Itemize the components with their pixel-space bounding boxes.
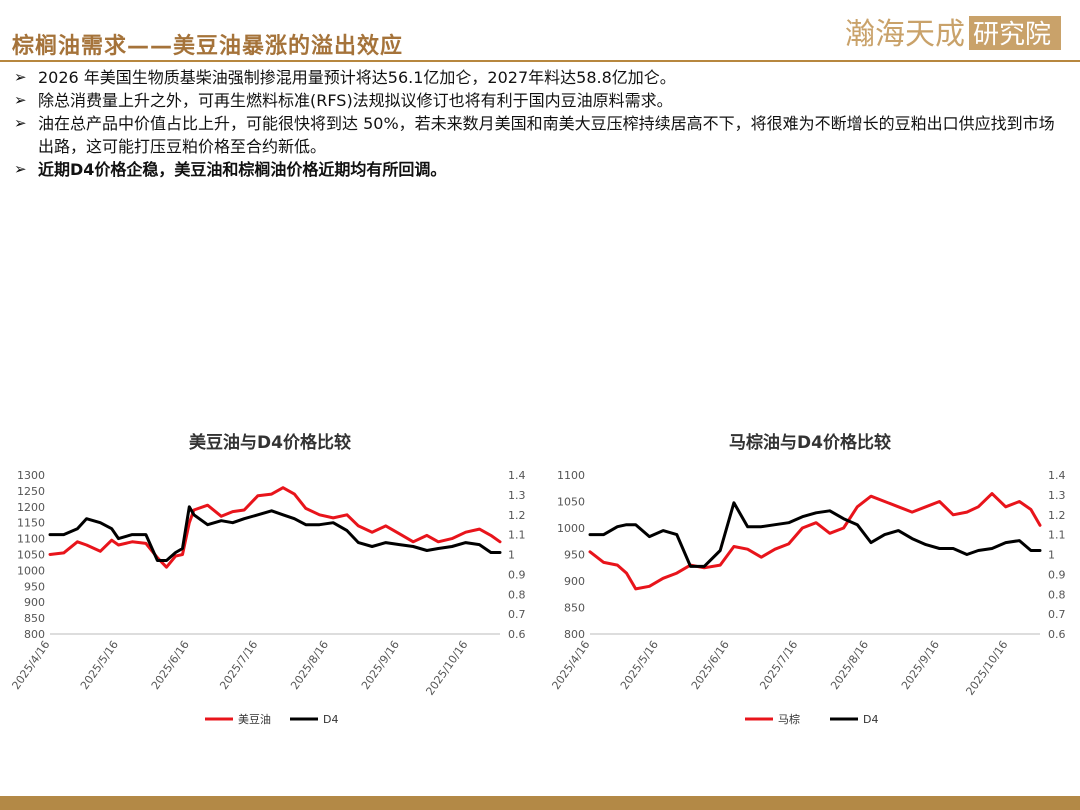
x-tick-label: 2025/7/16 [217, 638, 260, 692]
bullet-text: 除总消费量上升之外，可再生燃料标准(RFS)法规拟议修订也将有利于国内豆油原料需… [38, 91, 673, 110]
y-right-tick-label: 0.8 [1048, 588, 1066, 601]
y-left-tick-label: 1050 [17, 549, 45, 562]
x-tick-label: 2025/4/16 [9, 638, 52, 692]
series-line-d4 [588, 501, 1042, 568]
bullet-item: ➢ 油在总产品中价值占比上升，可能很快将到达 50%，若未来数月美国和南美大豆压… [14, 112, 1064, 158]
soyoil-d4-chart: 美豆油与D4价格比较800850900950100010501100115012… [9, 432, 526, 726]
y-left-tick-label: 900 [24, 596, 45, 609]
bullet-item: ➢ 除总消费量上升之外，可再生燃料标准(RFS)法规拟议修订也将有利于国内豆油原… [14, 89, 1064, 112]
bullet-item: ➢ 2026 年美国生物质基柴油强制掺混用量预计将达56.1亿加仑，2027年料… [14, 66, 1064, 89]
y-left-tick-label: 800 [24, 628, 45, 641]
svg-text:研究院: 研究院 [973, 20, 1051, 50]
legend-label: D4 [863, 713, 878, 726]
chart-title: 马棕油与D4价格比较 [729, 432, 891, 453]
x-tick-label: 2025/4/16 [549, 638, 592, 692]
x-tick-label: 2025/8/16 [288, 638, 331, 692]
y-right-tick-label: 1.3 [508, 489, 526, 502]
y-left-tick-label: 1100 [557, 469, 585, 482]
footer-bar [0, 796, 1080, 810]
y-right-tick-label: 1.2 [508, 509, 526, 522]
x-tick-label: 2025/10/16 [963, 638, 1010, 697]
y-right-tick-label: 1.2 [1048, 509, 1066, 522]
y-left-tick-label: 950 [24, 580, 45, 593]
y-left-tick-label: 1050 [557, 496, 585, 509]
y-left-tick-label: 950 [564, 549, 585, 562]
x-tick-label: 2025/9/16 [359, 638, 402, 692]
palmoil-d4-chart: 马棕油与D4价格比较 800 850 900 950 1000 1050 1100 0.6 0.7… [549, 432, 1066, 726]
x-tick-label: 2025/6/16 [689, 638, 732, 692]
y-right-tick-label: 1.1 [1048, 529, 1066, 542]
y-left-tick-label: 1000 [557, 522, 585, 535]
y-left-tick-label: 1250 [17, 485, 45, 498]
y-left-tick-label: 900 [564, 575, 585, 588]
brand-logo: 瀚海天成 研究院 [845, 16, 1061, 52]
bullet-text: 2026 年美国生物质基柴油强制掺混用量预计将达56.1亿加仑，2027年料达5… [38, 68, 676, 87]
x-tick-label: 2025/6/16 [149, 638, 192, 692]
y-left-tick-label: 850 [564, 602, 585, 615]
svg-text:瀚海天成: 瀚海天成 [845, 17, 965, 52]
y-right-tick-label: 0.8 [508, 588, 526, 601]
y-right-tick-label: 0.7 [508, 608, 526, 621]
series-line-primary [588, 492, 1042, 591]
y-left-tick-label: 1200 [17, 501, 45, 514]
y-right-tick-label: 1.4 [508, 469, 526, 482]
page-title: 棕榈油需求——美豆油暴涨的溢出效应 [12, 34, 404, 59]
legend-label: 美豆油 [238, 712, 271, 726]
y-left-tick-label: 1000 [17, 564, 45, 577]
bullet-text: 油在总产品中价值占比上升，可能很快将到达 50%，若未来数月美国和南美大豆压榨持… [38, 114, 1055, 156]
y-right-tick-label: 1 [1048, 549, 1055, 562]
series-line-d4 [48, 505, 502, 562]
x-tick-label: 2025/5/16 [618, 638, 661, 692]
x-tick-label: 2025/5/16 [78, 638, 121, 692]
bullet-item: ➢ 近期D4价格企稳，美豆油和棕榈油价格近期均有所回调。 [14, 158, 1064, 181]
legend-label: D4 [323, 713, 338, 726]
y-right-tick-label: 1 [508, 549, 515, 562]
legend-label: 马棕 [778, 712, 800, 726]
y-right-tick-label: 0.6 [508, 628, 526, 641]
x-tick-label: 2025/10/16 [423, 638, 470, 697]
y-right-tick-label: 1.1 [508, 529, 526, 542]
y-right-tick-label: 1.3 [1048, 489, 1066, 502]
y-left-tick-label: 1300 [17, 469, 45, 482]
bullet-list: ➢ 2026 年美国生物质基柴油强制掺混用量预计将达56.1亿加仑，2027年料… [14, 66, 1064, 181]
arrow-bullet-icon: ➢ [14, 91, 27, 109]
y-right-tick-label: 0.7 [1048, 608, 1066, 621]
y-left-tick-label: 1100 [17, 533, 45, 546]
y-left-tick-label: 1150 [17, 517, 45, 530]
title-divider [0, 60, 1080, 62]
arrow-bullet-icon: ➢ [14, 68, 27, 86]
chart-title: 美豆油与D4价格比较 [189, 432, 351, 453]
y-right-tick-label: 0.9 [508, 568, 526, 581]
y-left-tick-label: 850 [24, 612, 45, 625]
y-right-tick-label: 0.6 [1048, 628, 1066, 641]
y-right-tick-label: 1.4 [1048, 469, 1066, 482]
arrow-bullet-icon: ➢ [14, 114, 27, 132]
series-line-primary [48, 486, 502, 569]
bullet-text: 近期D4价格企稳，美豆油和棕榈油价格近期均有所回调。 [38, 160, 447, 179]
y-left-tick-label: 800 [564, 628, 585, 641]
x-tick-label: 2025/8/16 [828, 638, 871, 692]
arrow-bullet-icon: ➢ [14, 160, 27, 178]
y-right-tick-label: 0.9 [1048, 568, 1066, 581]
x-tick-label: 2025/9/16 [899, 638, 942, 692]
x-tick-label: 2025/7/16 [757, 638, 800, 692]
